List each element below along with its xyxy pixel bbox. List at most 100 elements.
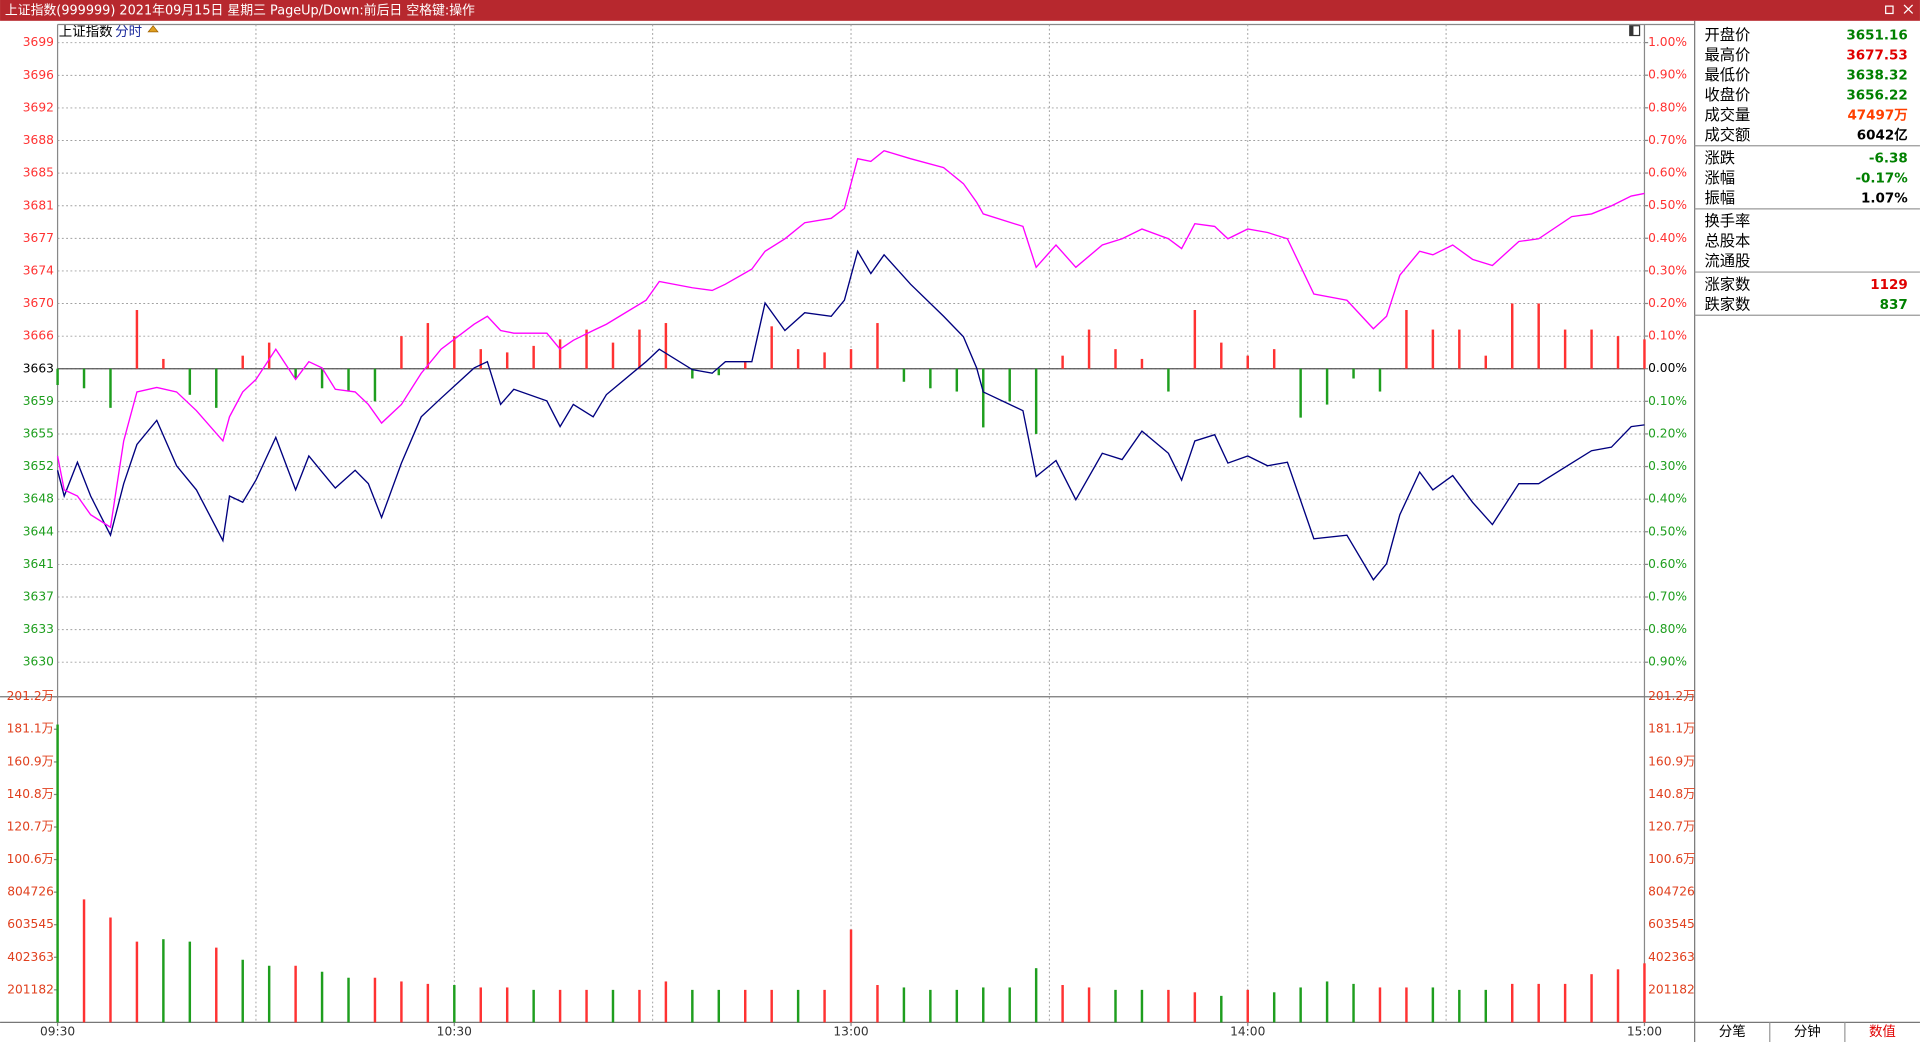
y2-tick-label: 0.20% [1648, 426, 1687, 440]
y-tick-label: 3641 [23, 557, 54, 571]
expand-icon-bar [1629, 25, 1634, 36]
volume-bar [717, 989, 721, 1023]
strength-bar [1061, 355, 1064, 369]
strength-bar [849, 349, 853, 369]
strength-bar [770, 326, 773, 369]
mode-icon[interactable] [147, 25, 159, 33]
volume-bar [1510, 983, 1514, 1023]
y2-tick-label: 0.60% [1648, 166, 1687, 180]
volume-bar [1563, 983, 1567, 1023]
y2-tick-label: 160.9万 [1648, 754, 1695, 768]
strength-bar [426, 323, 430, 369]
volume-bar [1458, 989, 1461, 1023]
volume-bar [982, 987, 985, 1023]
strength-bar [796, 349, 800, 369]
quote-value: -6.38 [1869, 152, 1908, 167]
y2-tick-label: 100.6万 [1648, 852, 1695, 866]
y-tick-label: 3681 [23, 198, 54, 212]
strength-bar [1510, 303, 1514, 369]
y2-tick-label: 0.10% [1648, 394, 1687, 408]
quote-value: 3677.53 [1846, 48, 1907, 63]
y-tick-label: 3652 [23, 459, 54, 473]
strength-bar [267, 342, 271, 369]
y-tick-label: 3685 [23, 166, 54, 180]
tab[interactable]: 数值 [1869, 1024, 1896, 1040]
strength-bar [347, 368, 350, 392]
strength-bar [1352, 368, 1355, 379]
tab[interactable]: 分钟 [1794, 1023, 1821, 1040]
volume-bar [955, 989, 959, 1023]
y2-tick-label: 0.60% [1648, 557, 1687, 571]
strength-bar [215, 368, 218, 408]
volume-bar [1061, 985, 1064, 1023]
y-tick-label: 100.6万 [7, 852, 54, 866]
volume-bar [135, 941, 139, 1023]
volume-bar [1114, 989, 1117, 1023]
volume-bar [532, 989, 535, 1023]
y-tick-label: 201182 [7, 982, 54, 996]
y-tick-label: 3699 [23, 35, 54, 49]
x-tick-label: 09:30 [40, 1025, 75, 1039]
strength-bar [1008, 368, 1011, 402]
y2-tick-label: 0.40% [1648, 492, 1687, 506]
restore-button[interactable] [1885, 5, 1894, 15]
quote-label: 振幅 [1704, 189, 1735, 207]
y2-tick-label: 201.2万 [1648, 689, 1695, 703]
y-tick-label: 603545 [7, 917, 54, 931]
volume-bar [400, 981, 403, 1023]
y2-tick-label: 181.1万 [1648, 722, 1695, 736]
strength-bar [1458, 329, 1461, 369]
window-title: 上证指数(999999) 2021年09月15日 星期三 PageUp/Down… [5, 3, 475, 19]
y2-tick-label: 0.90% [1648, 655, 1687, 669]
volume-bar [294, 965, 297, 1023]
tab[interactable]: 分笔 [1719, 1024, 1746, 1040]
strength-bar [1590, 329, 1593, 369]
volume-bar [1431, 987, 1435, 1023]
strength-bar [1272, 349, 1276, 369]
strength-bar [611, 342, 615, 369]
volume-bar [1378, 987, 1382, 1023]
volume-bar [505, 987, 509, 1023]
volume-bar [320, 971, 324, 1023]
volume-bar [929, 989, 932, 1023]
y-tick-label: 3655 [23, 427, 54, 441]
y-tick-label: 140.8万 [7, 787, 54, 801]
quote-value: 837 [1880, 298, 1908, 313]
strength-bar [691, 368, 694, 379]
y-tick-label: 181.1万 [7, 722, 54, 736]
strength-bar [664, 323, 668, 369]
volume-bar [56, 724, 59, 1023]
y-tick-label: 120.7万 [7, 820, 54, 834]
strength-bar [955, 368, 959, 392]
y2-tick-label: 0.80% [1648, 622, 1687, 636]
strength-bar [1563, 329, 1567, 369]
x-tick-label: 14:00 [1230, 1025, 1265, 1039]
tab-bar: 分笔 分钟 数值 [1719, 1022, 1896, 1042]
strength-bar [1616, 336, 1620, 369]
strength-bar [902, 368, 906, 382]
y-tick-label: 160.9万 [7, 754, 54, 768]
quote-value: 3651.16 [1846, 29, 1907, 44]
strength-bar [1193, 310, 1197, 369]
volume-bar [849, 929, 853, 1023]
strength-bar [585, 329, 588, 369]
strength-bar [505, 352, 509, 369]
y2-tick-label: 402363 [1648, 950, 1695, 964]
strength-bar [479, 349, 482, 369]
volume-bar [347, 977, 350, 1023]
volume-bar [188, 941, 192, 1023]
strength-bar [400, 336, 403, 369]
volume-bar [611, 989, 615, 1023]
volume-bar [1193, 992, 1197, 1023]
volume-bar [1484, 989, 1487, 1023]
volume-bar [162, 939, 165, 1023]
volume-bar [373, 977, 377, 1023]
volume-bar [1590, 974, 1593, 1023]
mode-label[interactable]: 分时 [115, 24, 142, 40]
strength-bar [135, 310, 139, 369]
quote-value: 3638.32 [1846, 68, 1907, 83]
window-controls[interactable] [1885, 4, 1914, 15]
close-button[interactable] [1903, 4, 1914, 14]
